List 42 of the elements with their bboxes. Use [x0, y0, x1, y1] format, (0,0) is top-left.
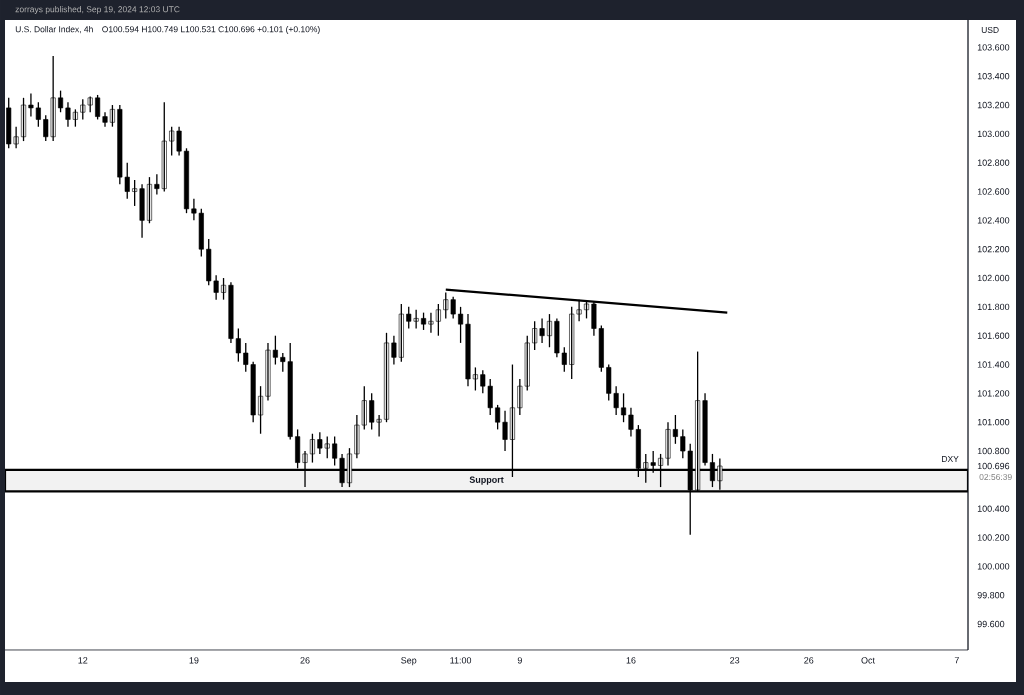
y-tick-label: 101.200: [977, 390, 1010, 397]
x-tick-label: Oct: [861, 657, 875, 664]
y-tick-label: 101.000: [977, 419, 1010, 426]
y-axis-title: USD: [981, 27, 999, 33]
text: zorrays published, Sep 19, 2024 12:03 UTC: [15, 6, 180, 14]
text: U.S. Dollar Index, 4h: [15, 26, 93, 34]
y-tick-label: 102.600: [977, 188, 1010, 195]
y-tick-label: 103.000: [977, 130, 1010, 138]
y-tick-label: 102.200: [977, 246, 1010, 253]
x-tick-label: 12: [78, 657, 88, 664]
y-tick-label: 100.696: [977, 462, 1010, 470]
x-tick-label: 9: [517, 657, 522, 664]
y-tick-label: 103.200: [977, 101, 1010, 109]
y-tick-label: 101.400: [977, 361, 1010, 368]
band-label: Support: [469, 476, 504, 485]
x-tick-label: 23: [730, 657, 740, 664]
y-tick-label: 102.400: [977, 217, 1010, 224]
y-tick-label: 101.800: [977, 303, 1010, 311]
x-tick-label: 7: [954, 657, 959, 664]
text: 02:56:39: [979, 473, 1012, 480]
candlestick: [472, 366, 478, 392]
y-tick-label: 99.600: [977, 620, 1005, 628]
y-tick-label: 100.000: [977, 563, 1010, 570]
x-tick-label: 26: [804, 657, 814, 664]
y-tick-label: 103.600: [977, 44, 1010, 51]
text: O100.594 H100.749 L100.531 C100.696 +0.101 (+0.10%): [102, 26, 320, 34]
y-tick-label: 103.400: [977, 73, 1010, 80]
y-tick-label: 99.800: [977, 592, 1005, 599]
annotation: DXY: [942, 456, 959, 462]
candlestick: [272, 335, 278, 366]
y-tick-label: 100.400: [977, 505, 1010, 512]
x-tick-label: 19: [189, 657, 199, 664]
y-tick-label: 100.800: [977, 447, 1010, 455]
x-tick-label: 11:00: [450, 657, 472, 664]
y-tick-label: 101.600: [977, 332, 1010, 339]
y-tick-label: 100.200: [977, 534, 1010, 541]
candlestick: [621, 392, 627, 423]
x-tick-label: 16: [626, 657, 636, 664]
y-tick-label: 102.000: [977, 274, 1010, 282]
x-tick-label: Sep: [401, 657, 417, 666]
x-tick-label: 26: [300, 657, 310, 664]
y-tick-label: 102.800: [977, 159, 1010, 166]
